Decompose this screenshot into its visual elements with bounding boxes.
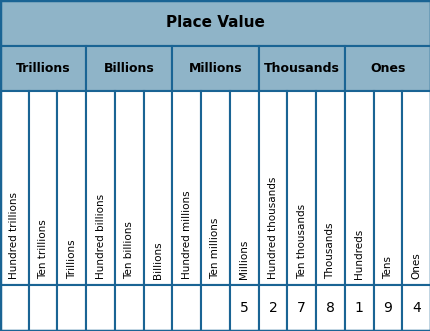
Bar xyxy=(344,285,373,331)
Text: Place Value: Place Value xyxy=(166,15,264,30)
Bar xyxy=(401,91,430,285)
Bar xyxy=(0,91,29,285)
Text: Billions: Billions xyxy=(104,62,154,75)
Bar xyxy=(229,91,258,285)
Bar xyxy=(287,91,315,285)
Bar xyxy=(172,91,201,285)
Bar xyxy=(201,285,229,331)
Text: Hundred millions: Hundred millions xyxy=(181,190,191,279)
Text: Tens: Tens xyxy=(382,256,392,279)
Bar xyxy=(29,285,57,331)
Bar xyxy=(57,91,86,285)
Text: Trillions: Trillions xyxy=(67,239,77,279)
Bar xyxy=(229,285,258,331)
Bar xyxy=(373,91,401,285)
Text: Hundred trillions: Hundred trillions xyxy=(9,192,19,279)
Bar xyxy=(344,91,373,285)
Bar xyxy=(86,45,172,91)
Bar xyxy=(258,285,287,331)
Text: Thousands: Thousands xyxy=(263,62,339,75)
Bar xyxy=(57,285,86,331)
Text: Ten billions: Ten billions xyxy=(124,221,134,279)
Bar xyxy=(115,285,143,331)
Text: 5: 5 xyxy=(240,301,248,315)
Bar xyxy=(172,285,201,331)
Bar xyxy=(373,285,401,331)
Bar xyxy=(115,91,143,285)
Text: Hundred thousands: Hundred thousands xyxy=(267,176,277,279)
Text: 1: 1 xyxy=(354,301,363,315)
Bar xyxy=(29,91,57,285)
Bar xyxy=(201,91,229,285)
Bar xyxy=(0,0,430,45)
Text: Hundreds: Hundreds xyxy=(353,229,363,279)
Text: Ones: Ones xyxy=(411,252,421,279)
Text: 9: 9 xyxy=(383,301,391,315)
Bar xyxy=(344,45,430,91)
Text: Billions: Billions xyxy=(153,241,163,279)
Bar xyxy=(0,45,86,91)
Bar xyxy=(401,285,430,331)
Text: Ten millions: Ten millions xyxy=(210,217,220,279)
Bar xyxy=(258,45,344,91)
Text: Trillions: Trillions xyxy=(16,62,70,75)
Bar xyxy=(287,285,315,331)
Text: 4: 4 xyxy=(412,301,420,315)
Text: 2: 2 xyxy=(268,301,276,315)
Bar xyxy=(143,285,172,331)
Text: Thousands: Thousands xyxy=(325,222,335,279)
Text: Ones: Ones xyxy=(369,62,405,75)
Bar xyxy=(143,91,172,285)
Bar xyxy=(86,285,115,331)
Bar xyxy=(315,285,344,331)
Bar xyxy=(172,45,258,91)
Bar xyxy=(86,91,115,285)
Text: Millions: Millions xyxy=(188,62,242,75)
Text: Hundred billions: Hundred billions xyxy=(95,194,105,279)
Text: Ten thousands: Ten thousands xyxy=(296,204,306,279)
Bar xyxy=(315,91,344,285)
Text: Millions: Millions xyxy=(239,240,249,279)
Text: 8: 8 xyxy=(325,301,334,315)
Bar xyxy=(258,91,287,285)
Text: 7: 7 xyxy=(297,301,305,315)
Bar xyxy=(0,285,29,331)
Text: Ten trillions: Ten trillions xyxy=(38,219,48,279)
